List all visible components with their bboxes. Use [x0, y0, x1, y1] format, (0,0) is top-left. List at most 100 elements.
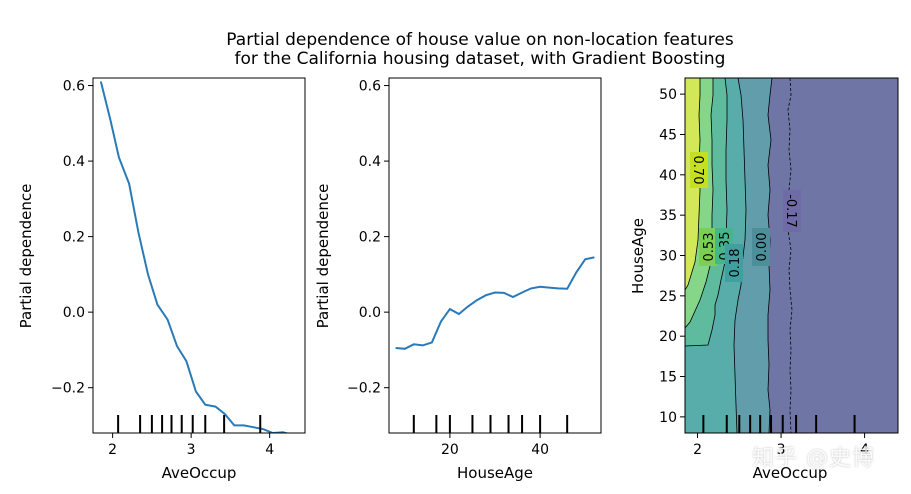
contour-labels: 0.70 0.53 0.35 0.18 0.00 -0.17 [690, 152, 801, 282]
y-tick-label: 35 [659, 208, 677, 224]
x-tick-label: 4 [860, 442, 869, 458]
pd-point-houseage [440, 321, 442, 323]
pd-point-houseage [548, 287, 550, 289]
contour-line-053 [685, 78, 714, 329]
figure-title-line2: for the California housing dataset, with… [235, 49, 726, 69]
axes-frame-contour [684, 77, 899, 434]
x-tick-label: 4 [265, 442, 274, 458]
y-tick-label: 0.4 [63, 154, 85, 170]
pd-point-aveoccup [224, 413, 226, 415]
pd-point-houseage [575, 272, 577, 273]
pd-contour-panel: 0.70 0.53 0.35 0.18 0.00 -0.17 2 3 4 10 15 2… [629, 77, 899, 482]
pd-point-houseage [431, 341, 433, 343]
pd-point-houseage [530, 287, 532, 289]
pd-point-houseage [584, 258, 586, 260]
y-tick-label: 10 [659, 410, 677, 426]
pd-panel-aveoccup: 2 3 4 −0.2 0.0 0.2 0.4 0.6 AveOccup Partial de… [17, 77, 306, 482]
deciles-rug-contour [702, 415, 856, 433]
pd-point-houseage [494, 292, 496, 293]
pd-curve-houseage [395, 256, 595, 350]
y-tick-label: 0.0 [63, 305, 85, 321]
deciles-rug-aveoccup [117, 415, 262, 433]
pd-point-aveoccup [262, 428, 264, 430]
x-axis-label-contour: AveOccup [753, 464, 828, 482]
y-tick-label: 0.4 [359, 154, 381, 170]
y-tick-label: 50 [659, 87, 677, 103]
pd-panel-houseage: 20 40 −0.20.00.20.40.6 HouseAge Partial d… [314, 77, 602, 482]
contour-label-053: 0.53 [702, 233, 717, 262]
pd-point-houseage [503, 292, 505, 294]
y-axis-ticks-houseage: −0.2 0.0 0.2 0.4 0.6 [347, 79, 389, 397]
y-axis-label-contour: HouseAge [629, 218, 647, 294]
pd-point-aveoccup [204, 404, 206, 406]
pd-point-houseage [566, 288, 568, 290]
pd-point-houseage [593, 256, 595, 258]
pd-point-aveoccup [118, 156, 120, 158]
x-tick-label: 3 [187, 442, 196, 458]
y-tick-label: 0.6 [359, 79, 381, 95]
y-axis-ticks-aveoccup: −0.2 0.0 0.2 0.4 0.6 [51, 79, 93, 397]
y-tick-label: 0.6 [63, 79, 85, 95]
pd-point-aveoccup [100, 81, 102, 83]
y-tick-label: 0.2 [63, 230, 85, 246]
pd-point-aveoccup [243, 424, 245, 426]
contour-label-bg-070 [690, 152, 708, 188]
pd-line-houseage [395, 256, 595, 350]
pd-point-houseage [449, 308, 451, 310]
x-tick-label: 20 [441, 442, 459, 458]
pd-point-houseage [557, 287, 559, 289]
x-tick-label: 40 [531, 442, 549, 458]
pd-point-aveoccup [176, 345, 178, 347]
pd-point-houseage [521, 292, 523, 293]
x-axis-label-aveoccup: AveOccup [162, 464, 237, 482]
x-tick-label: 2 [108, 442, 117, 458]
x-axis-ticks-aveoccup: 2 3 4 [108, 433, 274, 458]
y-tick-label: 25 [659, 289, 677, 305]
pd-point-aveoccup [185, 360, 187, 362]
y-tick-label: 20 [659, 329, 677, 345]
contour-label-bg-000 [752, 228, 770, 266]
contour-label-000: 0.00 [755, 233, 770, 262]
pd-point-houseage [413, 343, 415, 345]
contour-label-neg017: -0.17 [783, 194, 798, 228]
contour-label-bg-018 [725, 244, 743, 282]
y-tick-label: −0.2 [51, 381, 85, 397]
pd-point-houseage [395, 347, 397, 349]
axes-frame-houseage [388, 77, 602, 434]
y-tick-label: 0.2 [359, 230, 381, 246]
x-axis-label-houseage: HouseAge [457, 464, 533, 482]
y-axis-label-aveoccup: Partial dependence [17, 184, 35, 329]
pd-point-aveoccup [215, 406, 216, 408]
y-axis-label-houseage: Partial dependence [314, 184, 332, 329]
pd-point-aveoccup [138, 232, 139, 234]
x-axis-ticks-houseage: 20 40 [441, 433, 549, 458]
pd-point-aveoccup [128, 183, 130, 185]
x-tick-label: 2 [693, 442, 702, 458]
pd-point-houseage [539, 286, 541, 288]
x-axis-ticks-contour: 2 3 4 [693, 433, 869, 458]
pd-point-houseage [422, 344, 424, 346]
pd-point-aveoccup [195, 391, 197, 392]
pd-point-aveoccup [292, 434, 293, 435]
pd-line-aveoccup [99, 81, 293, 435]
axes-frame-aveoccup [92, 77, 306, 434]
contour-label-bg-neg017 [783, 190, 801, 232]
pd-point-houseage [512, 296, 514, 298]
contour-label-070: 0.70 [690, 156, 705, 185]
contour-label-bg-053 [699, 228, 717, 266]
pd-point-aveoccup [233, 424, 235, 426]
contour-line-070 [685, 78, 701, 291]
figure-title-line1: Partial dependence of house value on non… [226, 30, 734, 50]
y-tick-label: 40 [659, 168, 677, 184]
y-tick-label: 15 [659, 370, 677, 386]
contour-line-neg017 [787, 78, 793, 433]
deciles-rug-houseage [412, 415, 569, 433]
pd-point-houseage [485, 294, 487, 296]
y-tick-label: 30 [659, 249, 677, 265]
y-tick-label: 45 [659, 127, 677, 143]
x-tick-label: 3 [777, 442, 786, 458]
pd-point-houseage [476, 299, 478, 301]
pd-point-aveoccup [282, 431, 284, 433]
contour-label-018: 0.18 [728, 249, 743, 278]
